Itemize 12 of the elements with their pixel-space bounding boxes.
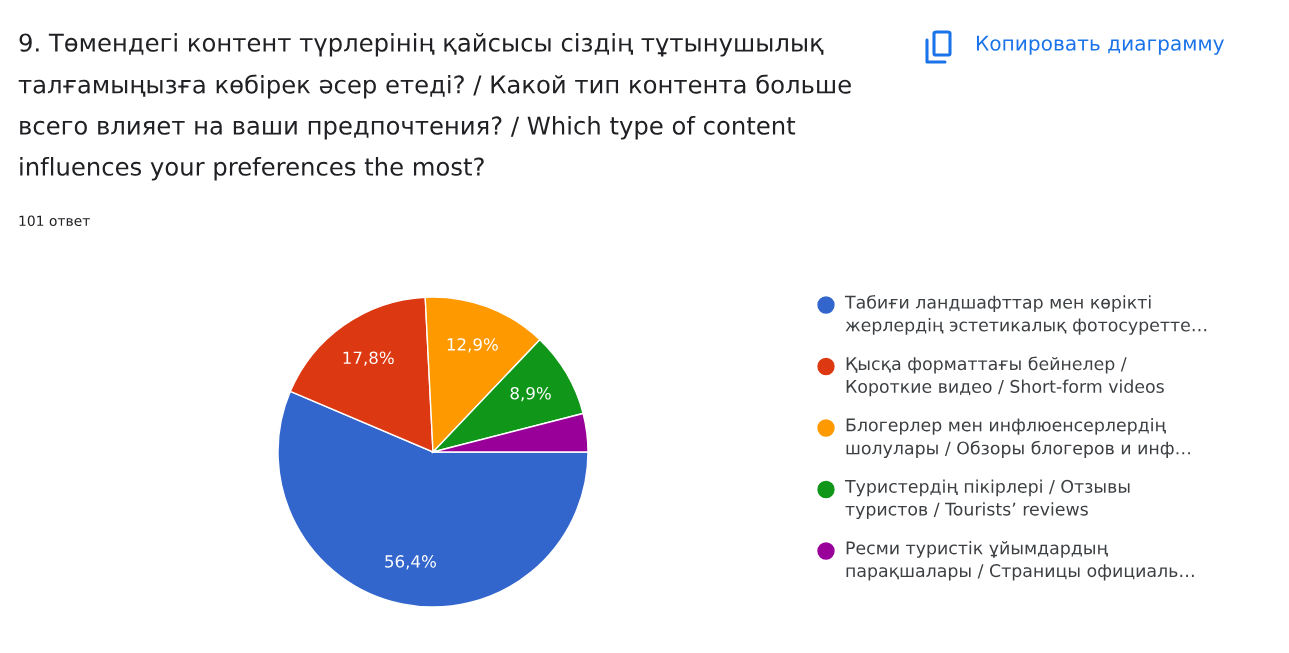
legend-label: Туристердің пікірлері / Отзывы туристов / Tourists’ reviews xyxy=(844,479,1130,520)
legend-label: Табиғи ландшафттар мен көрікті жерлердің эстетикалық фотосуретте… xyxy=(844,295,1207,335)
text: Копировать диаграмму xyxy=(976,35,1224,55)
legend-label: Ресми туристік ұйымдардың парақшалары / Страницы официаль… xyxy=(846,541,1194,581)
data-label: 56,4% xyxy=(385,555,436,570)
data-label: 8,9% xyxy=(510,386,551,402)
data-label: 12,9% xyxy=(447,338,498,353)
data-label: 17,8% xyxy=(343,351,394,366)
legend-label: Блогерлер мен инфлюенсерлердің шолулары / Обзоры блогеров и инф… xyxy=(846,418,1190,458)
legend-label: Қысқа форматтағы бейнелер / Короткие видео / Short-form videos xyxy=(846,356,1164,397)
text: 101 ответ xyxy=(19,215,90,227)
chart-title: 9. Төмендегі контент түрлерінің қайсысы сіздің тұтынушылық талғамыңызға көбірек әсер етеді? / Какой тип контента больше всего влияет на ваши предпочтения? / Which type of content influences your preferences the most? xyxy=(18,33,851,181)
